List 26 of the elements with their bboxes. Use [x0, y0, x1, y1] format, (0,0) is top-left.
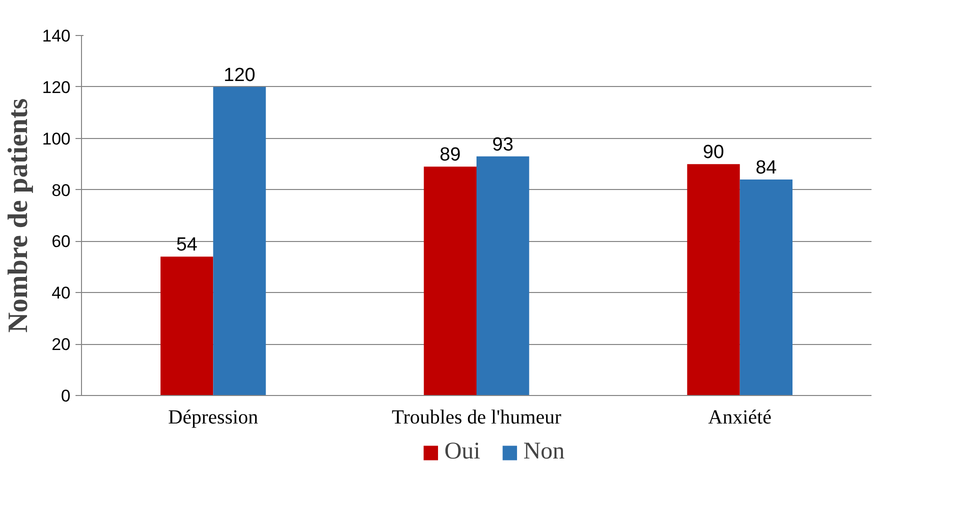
data-label: 54 [176, 234, 198, 256]
y-axis-title: Nombre de patients [3, 98, 34, 333]
y-tick-label: 20 [52, 335, 71, 354]
y-tick-label: 0 [61, 386, 71, 406]
x-tick-label: Anxiété [708, 406, 772, 428]
y-tick-label: 140 [42, 26, 71, 46]
data-label: 89 [440, 144, 461, 166]
y-tick-label: 80 [52, 180, 71, 200]
bar [740, 180, 792, 396]
x-tick-label: Troubles de l'humeur [392, 406, 562, 428]
data-label: 120 [224, 64, 256, 86]
data-label: 84 [756, 158, 778, 178]
data-label: 90 [702, 142, 724, 164]
bar [687, 164, 740, 396]
y-tick-label: 120 [42, 78, 71, 97]
y-tick-label: 100 [42, 129, 71, 148]
bar [424, 166, 476, 396]
y-tick-label: 60 [52, 232, 71, 252]
bar [476, 156, 530, 396]
data-label: 93 [492, 134, 514, 156]
y-tick-label: 40 [52, 284, 71, 303]
legend-label: Non [523, 438, 565, 466]
legend-label: Oui [444, 438, 480, 466]
bar [213, 86, 266, 396]
x-tick-label: Dépression [168, 406, 258, 428]
bar [160, 256, 214, 396]
